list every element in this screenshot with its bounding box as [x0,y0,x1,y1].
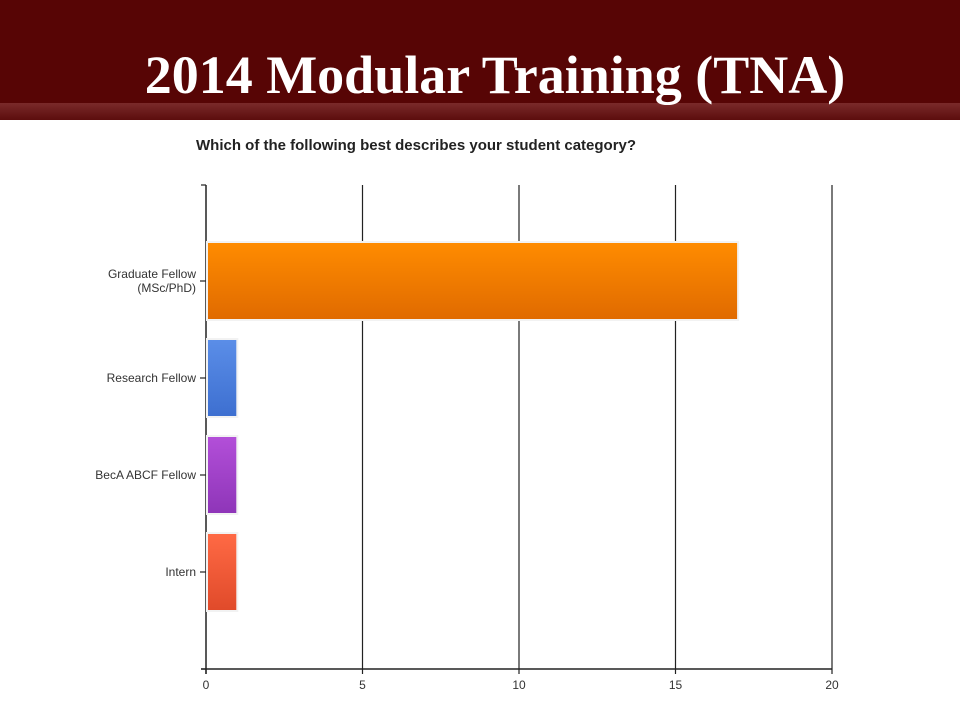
bars [206,241,740,612]
x-tick-label-5: 5 [359,678,366,692]
x-tick-label-20: 20 [825,678,839,692]
bar-research-fellow [206,338,239,418]
header-stripe [0,103,960,120]
labels: 0 5 10 15 20 Graduate Fellow (MSc/PhD) Research… [95,267,839,692]
category-label: Graduate Fellow (MSc/PhD) [108,267,196,295]
slide-title: 2014 Modular Training (TNA) [144,45,846,105]
category-label: Research Fellow [107,371,197,385]
category-label: BecA ABCF Fellow [95,468,196,482]
x-tick-label-10: 10 [512,678,526,692]
bar-intern [206,532,239,612]
x-tick-label-0: 0 [203,678,210,692]
bar-beca-abcf-fellow [206,435,239,515]
category-label: Intern [165,565,196,579]
x-tick-label-15: 15 [669,678,683,692]
bar-graduate-fellow-msc-phd [206,241,740,321]
slide-header [0,0,960,120]
chart-title: Which of the following best describes yo… [196,137,637,154]
